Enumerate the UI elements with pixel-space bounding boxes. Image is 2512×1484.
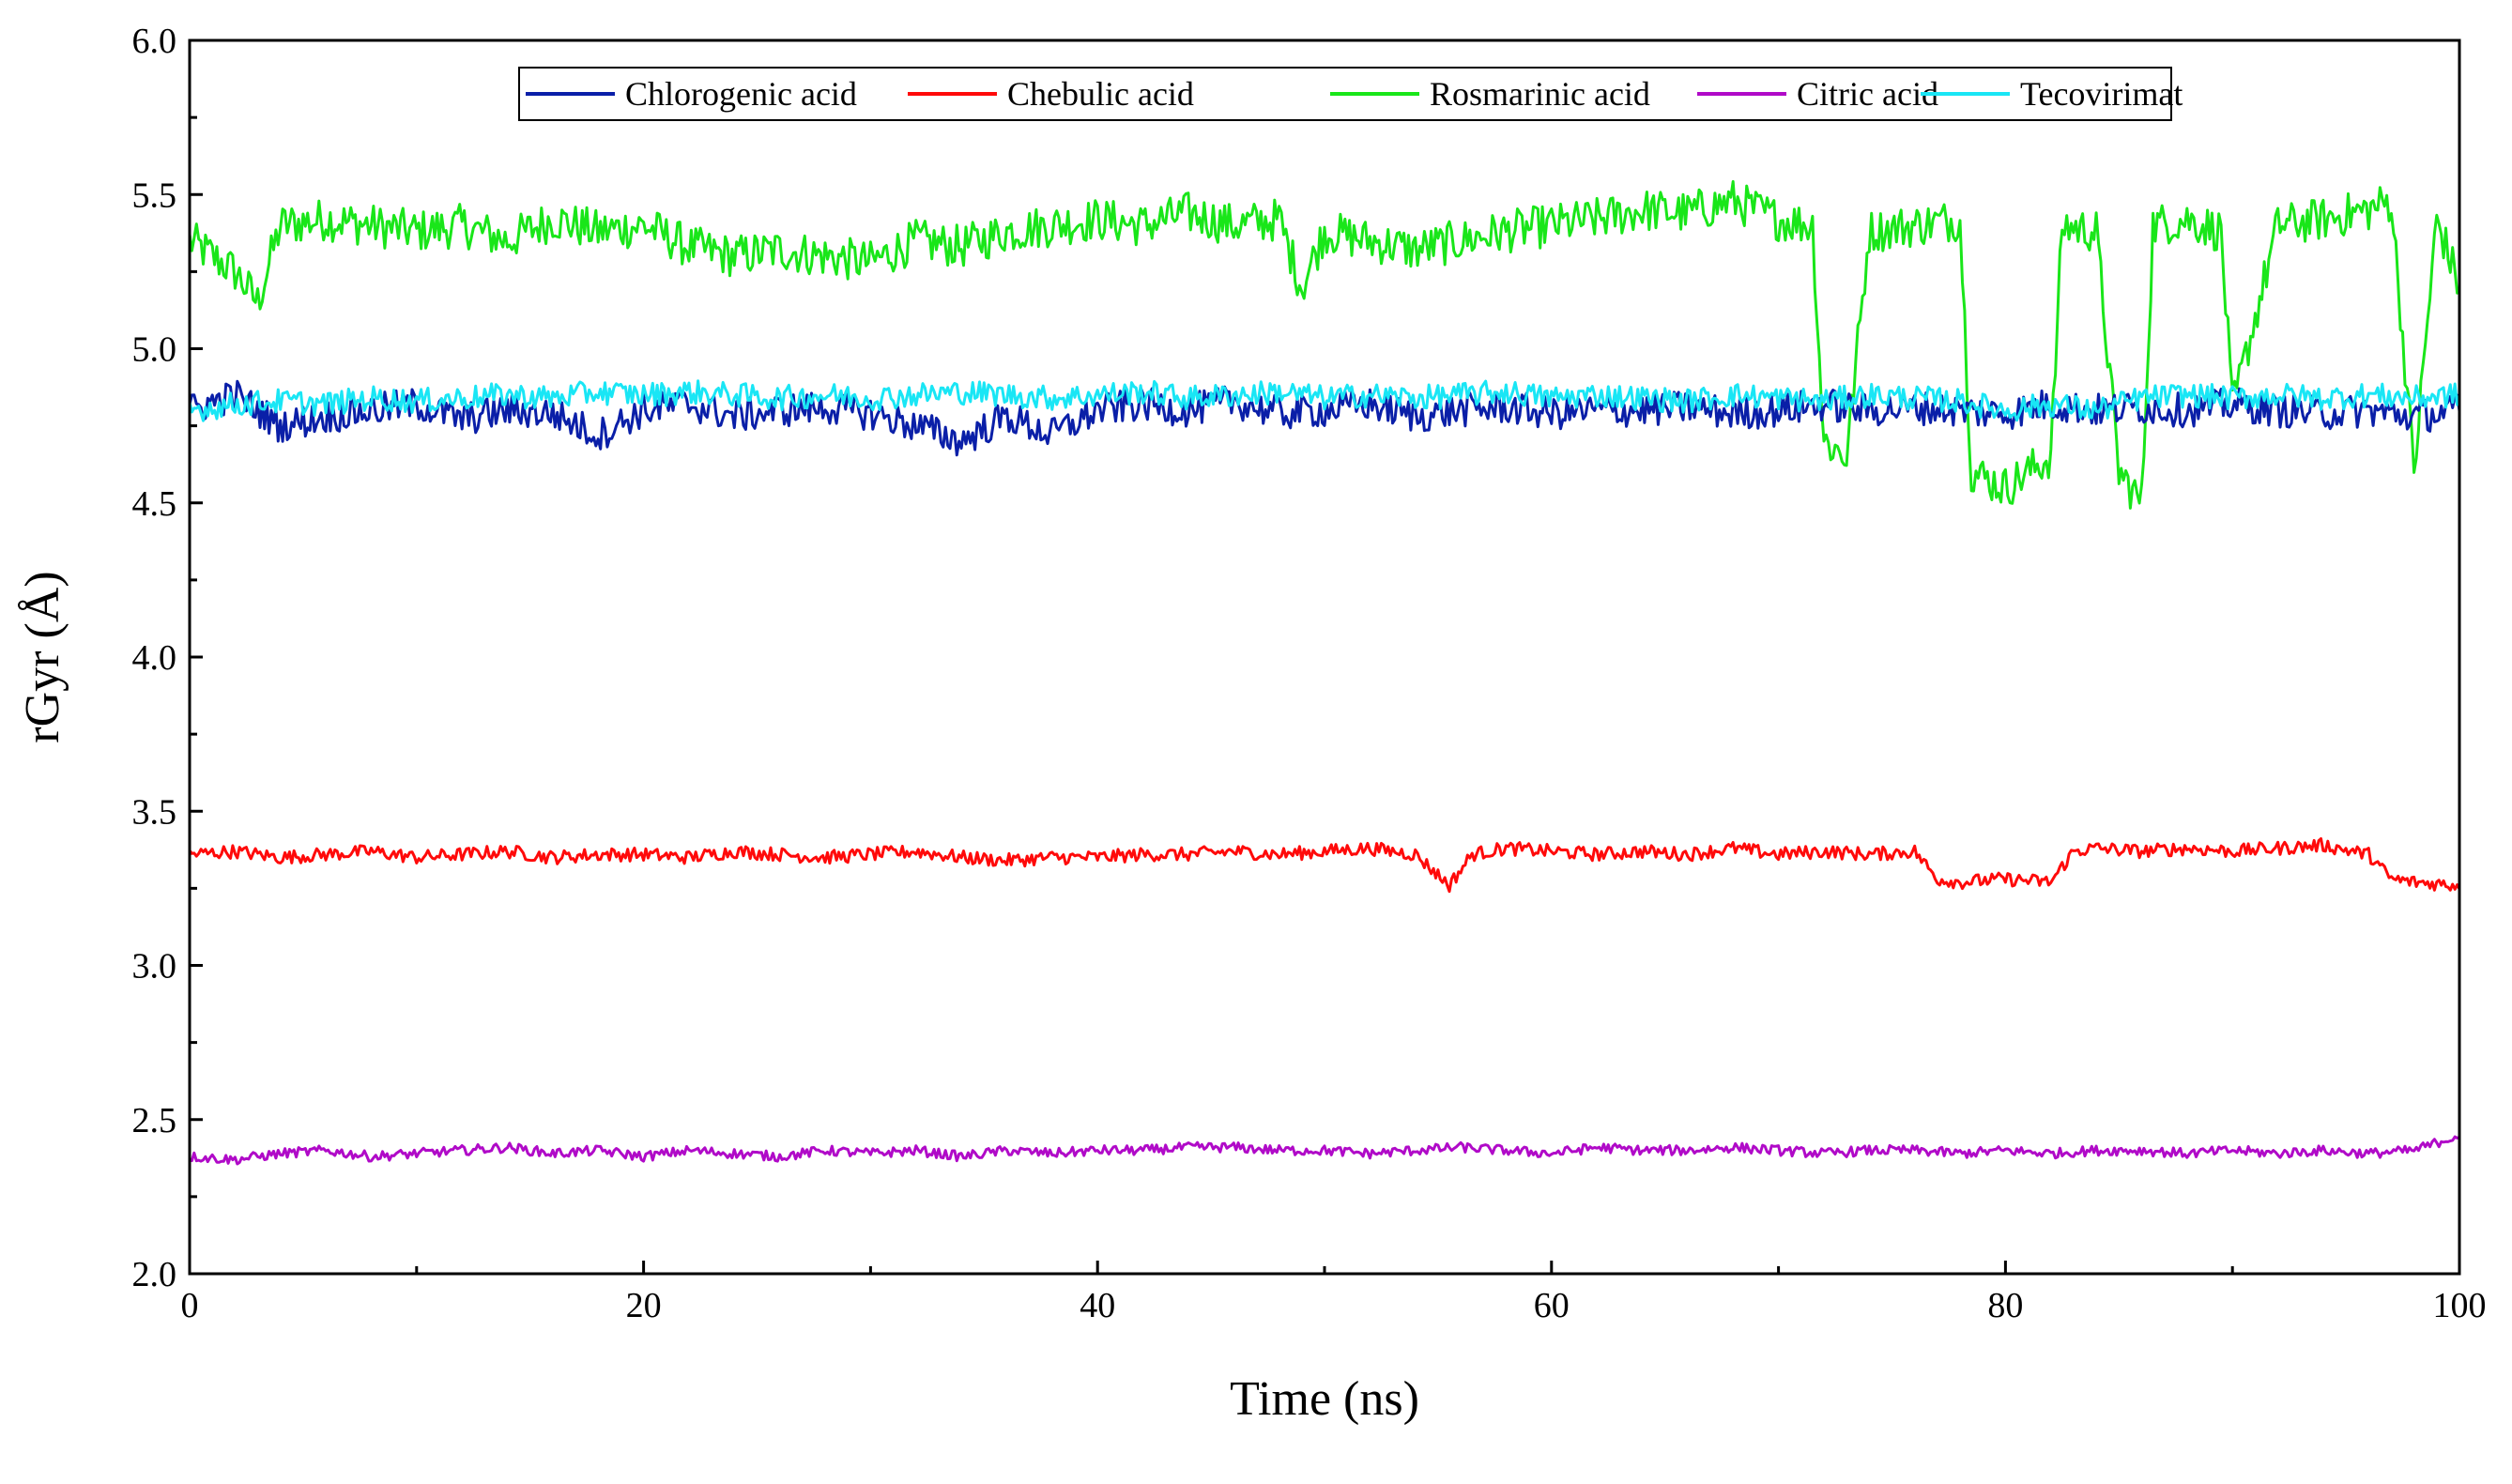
legend-label: Chebulic acid: [1007, 75, 1194, 113]
legend-label: Rosmarinic acid: [1430, 75, 1650, 113]
y-tick-label: 2.0: [132, 1255, 177, 1294]
x-tick-label: 40: [1080, 1286, 1115, 1325]
y-tick-label: 5.0: [132, 330, 177, 370]
y-tick-label: 6.0: [132, 22, 177, 61]
series-line-rosmarinic-acid: [188, 179, 2460, 510]
x-tick-label: 60: [1534, 1286, 1570, 1325]
y-tick-label: 5.5: [132, 176, 177, 215]
series-layer: [188, 179, 2461, 1166]
x-tick-label: 100: [2433, 1286, 2487, 1325]
axis-layer: 0 20 40 60 80 100 2.0 2.5 3.0 3.5 4.0 4.5 5.0 5.5 6.0: [132, 22, 2487, 1325]
x-tick-label: 20: [626, 1286, 662, 1325]
x-axis-title: Time (ns): [1230, 1372, 1419, 1426]
series-line-tecovirimat: [188, 379, 2461, 422]
y-axis-title: rGyr (Å): [16, 571, 69, 742]
y-tick-label: 3.0: [132, 947, 177, 987]
legend-label: Tecovirimat: [2020, 75, 2183, 113]
x-tick-label: 0: [181, 1286, 199, 1325]
legend: Chlorogenic acid Chebulic acid Rosmarinic …: [518, 67, 2183, 121]
legend-label: Citric acid: [1797, 75, 1938, 113]
legend-label: Chlorogenic acid: [625, 75, 857, 113]
x-tick-label: 80: [1987, 1286, 2023, 1325]
series-line-citric-acid: [189, 1135, 2460, 1166]
series-line-chebulic-acid: [188, 837, 2461, 894]
y-tick-label: 3.5: [132, 792, 177, 832]
y-tick-label: 4.0: [132, 638, 177, 678]
y-tick-label: 4.5: [132, 484, 177, 524]
y-tick-label: 2.5: [132, 1101, 177, 1140]
